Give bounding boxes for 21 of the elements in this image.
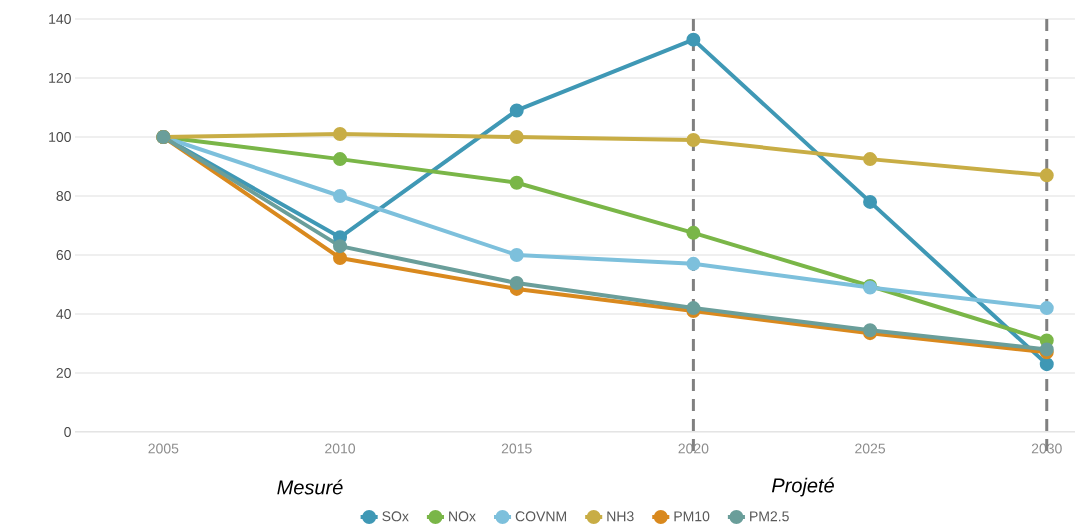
x-tick-label: 2015 bbox=[501, 443, 532, 454]
x-tick-label: 2030 bbox=[1031, 443, 1062, 454]
text: Projeté bbox=[771, 477, 834, 497]
legend-label: PM10 bbox=[674, 511, 710, 522]
y-tick-label: 80 bbox=[56, 191, 71, 201]
y-tick-label: 60 bbox=[56, 250, 71, 260]
y-tick-label: 100 bbox=[49, 132, 71, 142]
text: Mesuré bbox=[277, 479, 343, 495]
x-tick-label: 2005 bbox=[148, 443, 179, 454]
y-tick-label: 0 bbox=[64, 427, 71, 437]
y-tick-label: 140 bbox=[49, 14, 71, 24]
y-tick-label: 40 bbox=[56, 309, 71, 319]
x-tick-label: 2025 bbox=[855, 443, 886, 454]
legend-label: NOx bbox=[449, 511, 476, 522]
legend-label: SOx bbox=[382, 511, 409, 522]
legend-label: PM2.5 bbox=[750, 511, 789, 522]
x-tick-label: 2010 bbox=[325, 443, 356, 454]
legend-label: NH3 bbox=[607, 511, 634, 522]
y-tick-label: 20 bbox=[56, 368, 71, 378]
y-tick-label: 120 bbox=[49, 73, 71, 83]
legend-label: COVNM bbox=[515, 511, 567, 522]
